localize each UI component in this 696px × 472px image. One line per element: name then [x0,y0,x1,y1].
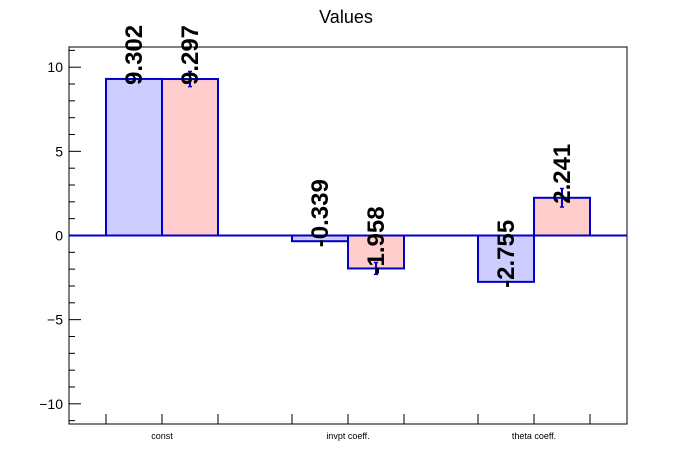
y-tick-label: −10 [39,396,63,412]
data-label: 9.302 [121,25,148,85]
data-labels-group: 9.302 -0.339 -2.755 9.297 -1.958 2.241 [121,25,576,288]
chart-title: Values [319,7,373,27]
x-tick-label: const [151,431,173,441]
x-tick-label: theta coeff. [512,431,556,441]
y-tick-label: 5 [55,143,63,159]
data-label: -0.339 [307,179,334,247]
error-bars-group [188,70,564,276]
y-tick-label: 10 [47,59,63,75]
y-tick-label: −5 [47,312,63,328]
data-label: -1.958 [363,206,390,274]
data-label: -2.755 [493,220,520,288]
bar [477,234,535,283]
x-tick-label: invpt coeff. [326,431,369,441]
y-tick-label: 0 [55,228,63,244]
data-label: 2.241 [549,144,576,204]
bar [105,77,163,237]
data-label: 9.297 [177,25,204,85]
bar [161,78,219,237]
axis-ticks: −10 −5 0 5 10 const invpt coeff. theta coeff. [39,49,591,441]
